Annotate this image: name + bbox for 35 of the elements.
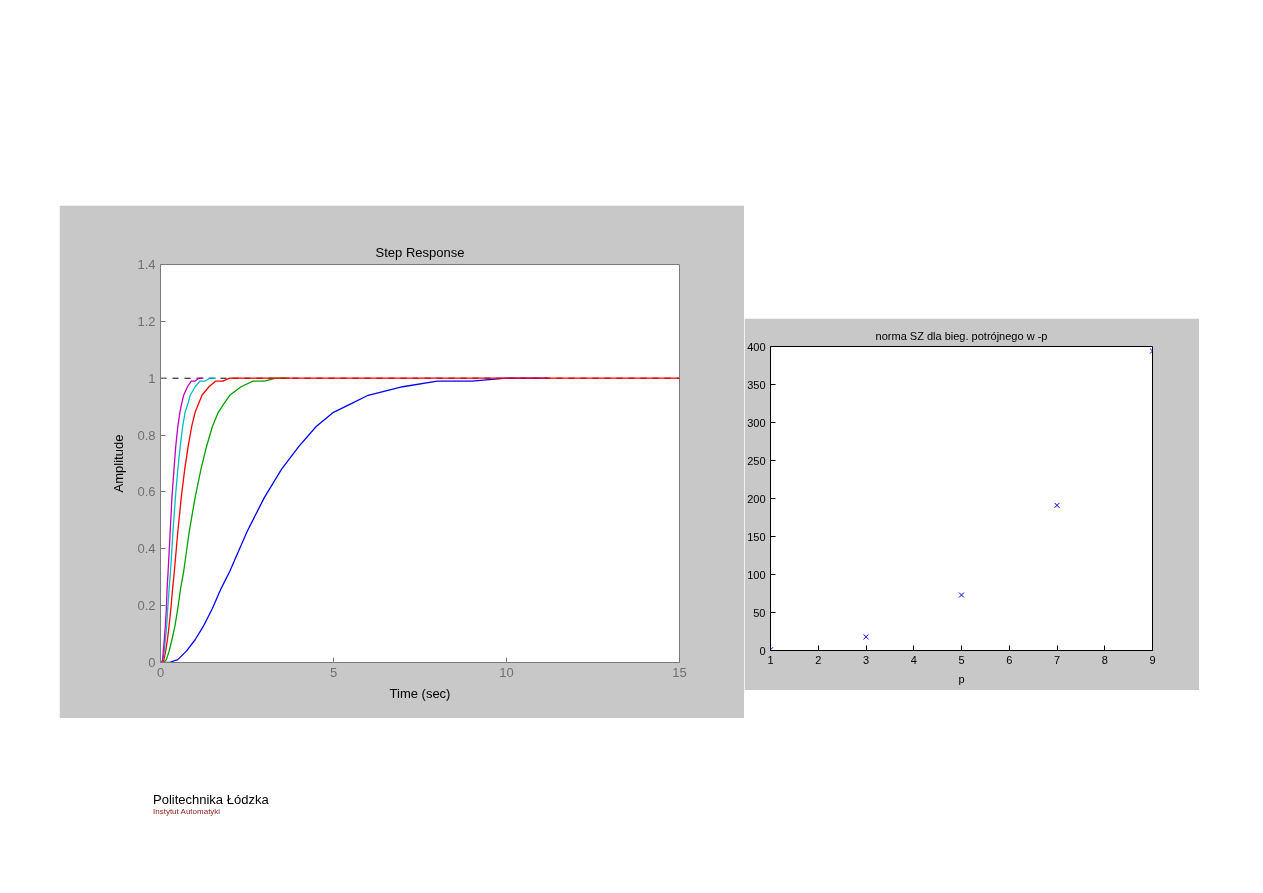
y-tick-label: 0.6 [137,484,156,500]
y-tick-label: 400 [747,340,766,353]
y-tick-label: 0.2 [137,598,156,614]
y-tick-label: 1.2 [137,313,156,329]
y-tick-label: 1 [148,370,156,386]
x-tick-label: 3 [862,653,870,666]
x-axis-title: p [958,672,965,685]
y-tick-label: 0.8 [137,427,156,443]
x-tick-label: 10 [499,664,514,680]
x-axis-title: Time (sec) [389,685,451,701]
y-tick-label: 150 [747,530,766,543]
chart-title: Step Response [375,244,465,260]
x-tick-label: 2 [815,653,822,666]
x-tick-label: 6 [1006,653,1013,666]
x-tick-label: 15 [672,664,687,680]
x-tick-label: 7 [1053,653,1061,666]
y-tick-label: 0.4 [137,541,156,557]
chart-title: norma SZ dla bieg. potrójnego w -p [875,329,1048,342]
y-tick-label: 200 [747,492,766,505]
y-tick-label: 50 [753,606,766,619]
x-tick-label: 8 [1101,653,1108,666]
y-tick-label: 100 [747,568,766,581]
text: Instytut Automatyki [153,807,222,817]
x-tick-label: 4 [910,653,917,666]
y-tick-label: 350 [747,378,766,391]
x-tick-label: 9 [1149,653,1156,666]
x-tick-label: 1 [767,653,774,666]
x-tick-label: 5 [958,653,965,666]
text: Politechnika Łódzka [153,792,269,807]
y-tick-label: 250 [747,454,766,467]
y-tick-label: 0 [759,644,766,657]
y-tick-label: 300 [747,416,766,429]
y-axis-title: Amplitude [111,434,127,493]
x-tick-label: 5 [329,664,338,680]
y-tick-label: 1.4 [137,257,156,272]
